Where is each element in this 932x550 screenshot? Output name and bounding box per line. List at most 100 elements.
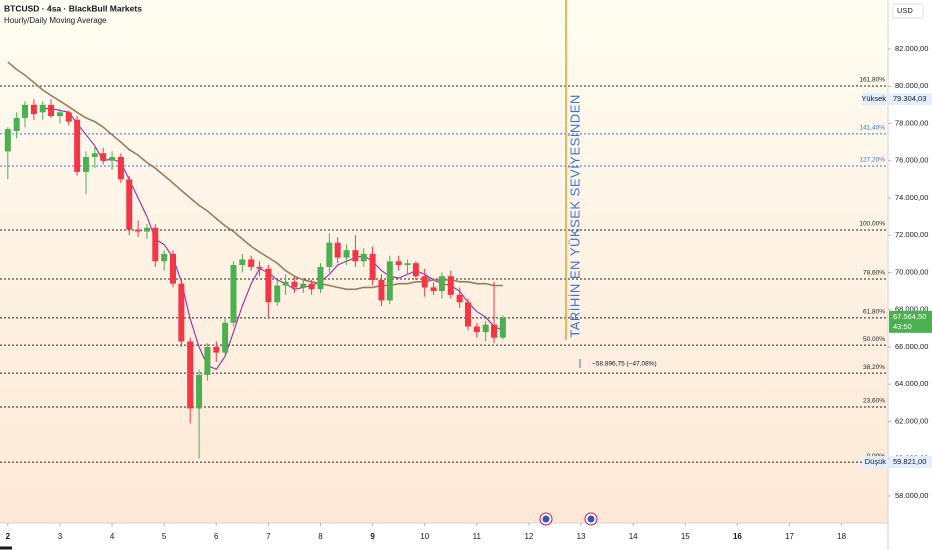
candle-body <box>499 317 506 338</box>
candle-body <box>482 324 489 333</box>
candle-body <box>265 268 272 303</box>
candle-body <box>161 253 168 262</box>
countdown: 43:50 <box>893 322 912 331</box>
candle-body <box>491 324 498 338</box>
fib-label: 23,60% <box>863 398 885 405</box>
moving-average <box>7 61 503 291</box>
x-tick-label: 4 <box>110 532 115 541</box>
annotation-text: TARİHİN EN YÜKSEK SEVİYESİNDEN <box>567 94 582 338</box>
fib-label: 127,20% <box>859 157 885 164</box>
candle-body <box>100 153 107 161</box>
fib-label: 38,20% <box>863 364 885 371</box>
fib-label: 141,40% <box>859 125 885 132</box>
currency-box[interactable] <box>892 3 924 19</box>
candle-body <box>248 259 255 267</box>
event-icon-flag <box>542 515 550 523</box>
candle-body <box>48 104 55 117</box>
x-tick-label: 2 <box>6 532 11 541</box>
candle-body <box>256 266 263 269</box>
candle-body <box>213 346 220 353</box>
y-tick-label: 64.000,00 <box>895 379 928 388</box>
candle-body <box>91 153 98 158</box>
candle-body <box>308 283 315 290</box>
y-tick-label: 78.000,00 <box>895 118 928 127</box>
candle-body <box>74 119 81 172</box>
x-tick-label: 15 <box>681 532 690 541</box>
marker-value-box <box>889 456 932 469</box>
y-tick-label: 68.000,00 <box>895 305 928 314</box>
chart-subtitle: Hourly/Daily Moving Average <box>4 16 107 25</box>
candle-body <box>222 322 229 353</box>
candle-body <box>65 112 72 122</box>
marker-name: Düşük <box>865 457 887 466</box>
y-tick-label: 66.000,00 <box>895 342 928 351</box>
candle-body <box>473 326 480 333</box>
x-tick-label: 14 <box>629 532 638 541</box>
candle-body <box>143 227 150 232</box>
candle-body <box>187 341 194 409</box>
candle-body <box>378 279 385 301</box>
marker-value-box <box>889 93 932 106</box>
x-tick-label: 5 <box>162 532 167 541</box>
marker-name: Yüksek <box>861 94 886 103</box>
x-tick-label: 16 <box>733 532 742 541</box>
plot-background <box>0 0 888 523</box>
candle-body <box>117 157 124 180</box>
candle-body <box>317 266 324 290</box>
x-tick-label: 18 <box>837 532 846 541</box>
fib-label: 50,00% <box>863 336 885 343</box>
candle-body <box>126 179 133 230</box>
candle-body <box>386 261 393 301</box>
candle-body <box>152 227 159 262</box>
candle-body <box>447 276 454 295</box>
y-tick-label: 62.000,00 <box>895 416 928 425</box>
y-tick-label: 70.000,00 <box>895 267 928 276</box>
time-axis-background <box>0 523 888 550</box>
fib-label: 61,80% <box>863 309 885 316</box>
candle-body <box>170 253 177 284</box>
candle-body <box>82 157 89 172</box>
x-tick-label: 12 <box>524 532 533 541</box>
candle-body <box>300 283 307 288</box>
y-tick-label: 76.000,00 <box>895 156 928 165</box>
candle-body <box>22 104 29 118</box>
candle-body <box>369 253 376 280</box>
candle-body <box>343 250 350 258</box>
y-tick-label: 58.000,00 <box>895 491 928 500</box>
candle-body <box>4 129 11 152</box>
candle-body <box>334 242 341 258</box>
measure-label: −58.896,75 (−47,08%) <box>592 361 657 368</box>
x-tick-label: 17 <box>785 532 794 541</box>
marker-value: 59.821,00 <box>893 457 926 466</box>
candle-body <box>438 276 445 292</box>
candle-body <box>421 276 428 288</box>
last-price-box <box>889 310 932 333</box>
y-tick-label: 72.000,00 <box>895 230 928 239</box>
candle-body <box>109 157 116 161</box>
marker-name-box <box>862 93 888 106</box>
candle-body <box>395 261 402 266</box>
candle-body <box>30 104 37 115</box>
candle-body <box>291 281 298 288</box>
candle-body <box>56 112 63 117</box>
x-tick-label: 8 <box>318 532 323 541</box>
marker-value: 79.304,03 <box>893 94 926 103</box>
candle-body <box>282 281 289 286</box>
candle-body <box>456 294 463 303</box>
x-tick-label: 10 <box>420 532 429 541</box>
y-tick-label: 82.000,00 <box>895 44 928 53</box>
chart-layer: 58.000,0060.000,0062.000,0064.000,0066.0… <box>0 0 928 541</box>
chart-title: BTCUSD · 4sa · BlackBull Markets <box>4 3 142 13</box>
x-tick-label: 3 <box>58 532 63 541</box>
candle-body <box>230 265 237 323</box>
candle-body <box>412 263 419 277</box>
fib-label: 161,80% <box>859 77 885 84</box>
candle-body <box>464 302 471 327</box>
last-price: 67.564,50 <box>893 312 926 321</box>
candle-body <box>430 287 437 292</box>
candle-body <box>352 250 359 262</box>
candle-body <box>360 253 367 262</box>
candle-body <box>326 242 333 267</box>
